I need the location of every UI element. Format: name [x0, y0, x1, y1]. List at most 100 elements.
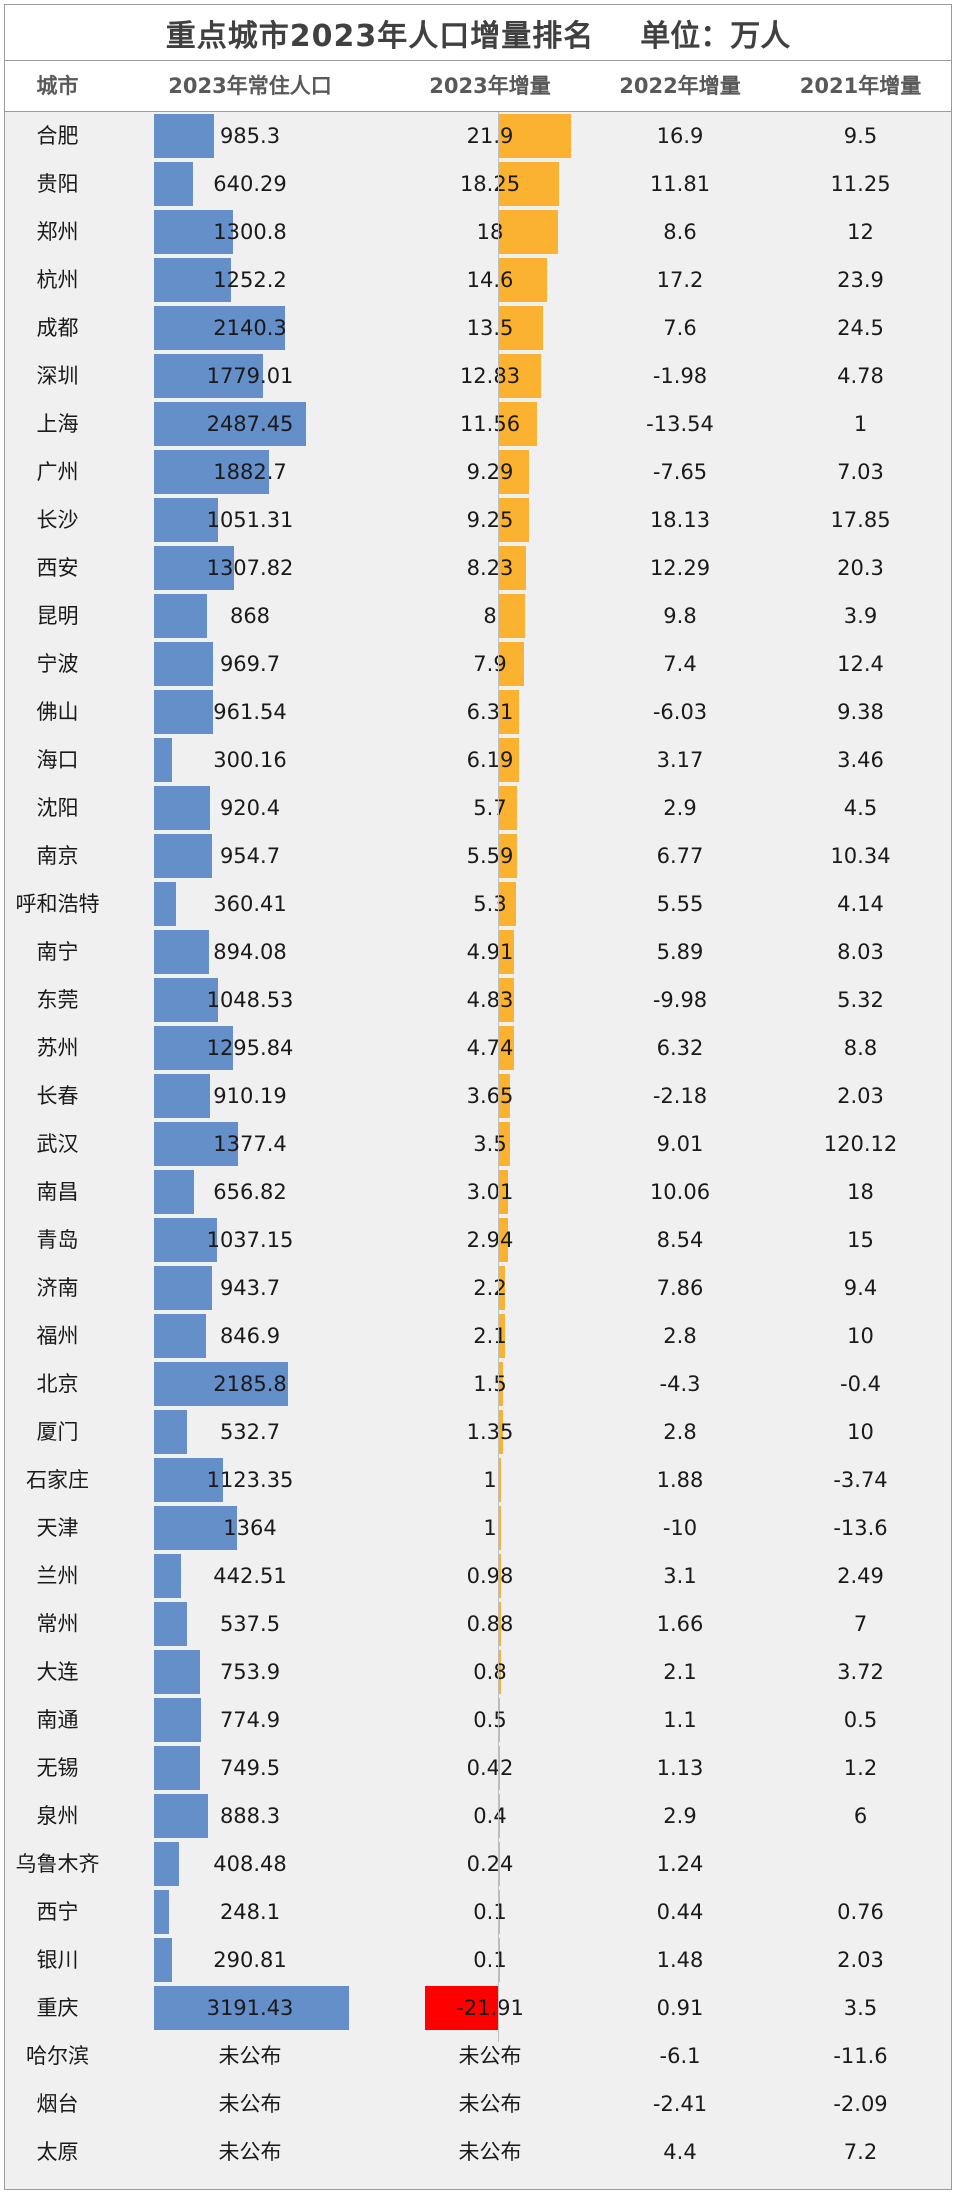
inc2021-cell: 10: [847, 1420, 874, 1444]
inc2023-cell: 0.1: [473, 1948, 507, 1972]
table-row: 太原 未公布 未公布 4.4 7.2: [5, 2128, 951, 2176]
increase-bar: [498, 1794, 500, 1838]
population-bar: [154, 210, 234, 254]
pop2023-cell: 969.7: [219, 652, 281, 676]
inc2021-cell: 2.03: [837, 1948, 884, 1972]
city-cell: 长春: [36, 1084, 79, 1108]
inc2021-cell: -2.09: [833, 2092, 888, 2116]
table-row: 南京 954.7 5.59 6.77 10.34: [5, 832, 951, 880]
increase-bar: [498, 1170, 509, 1214]
pop2023-cell: 537.5: [219, 1612, 281, 1636]
population-bar: [154, 834, 213, 878]
table-frame: 重点城市2023年人口增量排名 单位：万人 城市 2023年常住人口 2023年…: [4, 4, 952, 2190]
population-bar: [154, 1890, 170, 1934]
city-cell: 合肥: [36, 124, 79, 148]
inc2023-cell: 未公布: [458, 2044, 522, 2068]
table-row: 烟台 未公布 未公布 -2.41 -2.09: [5, 2080, 951, 2128]
city-cell: 杭州: [36, 268, 79, 292]
increase-bar: [498, 1842, 500, 1886]
pop2023-cell: 640.29: [213, 172, 287, 196]
population-bar: [154, 1938, 172, 1982]
inc2021-cell: 5.32: [837, 988, 884, 1012]
table-row: 成都 2140.3 13.5 7.6 24.5: [5, 304, 951, 352]
pop2023-cell: 961.54: [213, 700, 287, 724]
table-row: 广州 1882.7 9.29 -7.65 7.03: [5, 448, 951, 496]
table-row: 海口 300.16 6.19 3.17 3.46: [5, 736, 951, 784]
city-cell: 太原: [36, 2140, 79, 2164]
inc2022-cell: -1.98: [652, 364, 708, 388]
population-bar: [154, 114, 215, 158]
pop2023-cell: 1882.7: [213, 460, 287, 484]
city-cell: 昆明: [36, 604, 79, 628]
table-row: 深圳 1779.01 12.83 -1.98 4.78: [5, 352, 951, 400]
page-title: 重点城市2023年人口增量排名: [165, 18, 595, 54]
inc2022-cell: -10: [662, 1516, 698, 1540]
population-bar: [154, 162, 194, 206]
inc2023-cell: 5.7: [473, 796, 507, 820]
pop2023-cell: 894.08: [213, 940, 287, 964]
inc2021-cell: 8.8: [843, 1036, 878, 1060]
inc2023-cell: 0.8: [473, 1660, 507, 1684]
inc2023-cell: 11.56: [459, 412, 521, 436]
table-row: 沈阳 920.4 5.7 2.9 4.5: [5, 784, 951, 832]
population-bar: [154, 1410, 187, 1454]
inc2022-cell: -6.03: [652, 700, 708, 724]
city-cell: 深圳: [36, 364, 79, 388]
city-cell: 苏州: [36, 1036, 79, 1060]
population-bar: [154, 402, 306, 446]
header-inc2023: 2023年增量: [429, 74, 551, 98]
city-cell: 厦门: [36, 1420, 79, 1444]
pop2023-cell: 1307.82: [206, 556, 294, 580]
population-bar: [154, 1170, 195, 1214]
table-row: 长沙 1051.31 9.25 18.13 17.85: [5, 496, 951, 544]
pop2023-cell: 846.9: [219, 1324, 281, 1348]
inc2023-cell: 4.74: [466, 1036, 514, 1060]
inc2023-cell: 1: [483, 1468, 497, 1492]
pop2023-cell: 920.4: [219, 796, 281, 820]
increase-bar: [498, 738, 519, 782]
inc2021-cell: -0.4: [840, 1372, 881, 1396]
pop2023-cell: 1377.4: [213, 1132, 287, 1156]
inc2023-cell: 0.42: [466, 1756, 514, 1780]
table-row: 大连 753.9 0.8 2.1 3.72: [5, 1648, 951, 1696]
table-row: 银川 290.81 0.1 1.48 2.03: [5, 1936, 951, 1984]
city-cell: 上海: [36, 412, 79, 436]
inc2023-cell: 5.59: [466, 844, 514, 868]
increase-bar: [498, 882, 516, 926]
pop2023-cell: 532.7: [219, 1420, 281, 1444]
inc2021-cell: 0.76: [837, 1900, 884, 1924]
inc2021-cell: 7.03: [837, 460, 884, 484]
inc2021-cell: [770, 1840, 951, 1888]
table-row: 武汉 1377.4 3.5 9.01 120.12: [5, 1120, 951, 1168]
title-bar: 重点城市2023年人口增量排名 单位：万人: [5, 5, 951, 61]
city-cell: 兰州: [36, 1564, 79, 1588]
increase-bar: [498, 1938, 500, 1982]
inc2022-cell: 3.17: [656, 748, 704, 772]
table-row: 呼和浩特 360.41 5.3 5.55 4.14: [5, 880, 951, 928]
table-row: 郑州 1300.8 18 8.6 12: [5, 208, 951, 256]
inc2022-cell: 0.44: [656, 1900, 704, 1924]
city-cell: 南京: [36, 844, 79, 868]
inc2023-cell: 8: [483, 604, 497, 628]
city-cell: 东莞: [36, 988, 79, 1012]
inc2022-cell: 16.9: [656, 124, 704, 148]
inc2023-cell: 2.94: [466, 1228, 514, 1252]
city-cell: 福州: [36, 1324, 79, 1348]
table-row: 乌鲁木齐 408.48 0.24 1.24: [5, 1840, 951, 1888]
inc2022-cell: 8.6: [663, 220, 697, 244]
increase-bar: [498, 402, 537, 446]
inc2023-cell: 未公布: [458, 2092, 522, 2116]
population-bar: [154, 1362, 288, 1406]
population-bar: [154, 1746, 200, 1790]
increase-bar: [498, 786, 518, 830]
inc2023-cell: 1: [483, 1516, 497, 1540]
inc2023-cell: 7.9: [473, 652, 507, 676]
unit-label: 单位：万人: [640, 18, 791, 54]
pop2023-cell: 1037.15: [206, 1228, 294, 1252]
pop2023-cell: 774.9: [219, 1708, 281, 1732]
inc2022-cell: -4.3: [659, 1372, 701, 1396]
inc2022-cell: 8.54: [656, 1228, 704, 1252]
table-row: 西宁 248.1 0.1 0.44 0.76: [5, 1888, 951, 1936]
inc2023-cell: 14.6: [466, 268, 514, 292]
header-pop2023: 2023年常住人口: [168, 74, 332, 98]
